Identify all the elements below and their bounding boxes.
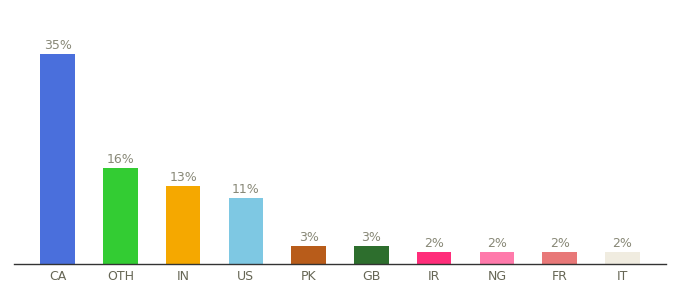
Bar [417,252,452,264]
Bar [479,252,514,264]
Bar [291,246,326,264]
Bar [40,54,75,264]
Bar [605,252,640,264]
Text: 13%: 13% [169,171,197,184]
Text: 2%: 2% [424,237,444,250]
Bar [543,252,577,264]
Bar [166,186,201,264]
Text: 3%: 3% [299,231,318,244]
Text: 2%: 2% [613,237,632,250]
Text: 11%: 11% [232,183,260,196]
Bar [228,198,263,264]
Text: 3%: 3% [362,231,381,244]
Text: 16%: 16% [107,153,134,166]
Text: 35%: 35% [44,39,71,52]
Text: 2%: 2% [549,237,570,250]
Bar [103,168,137,264]
Bar [354,246,389,264]
Text: 2%: 2% [487,237,507,250]
